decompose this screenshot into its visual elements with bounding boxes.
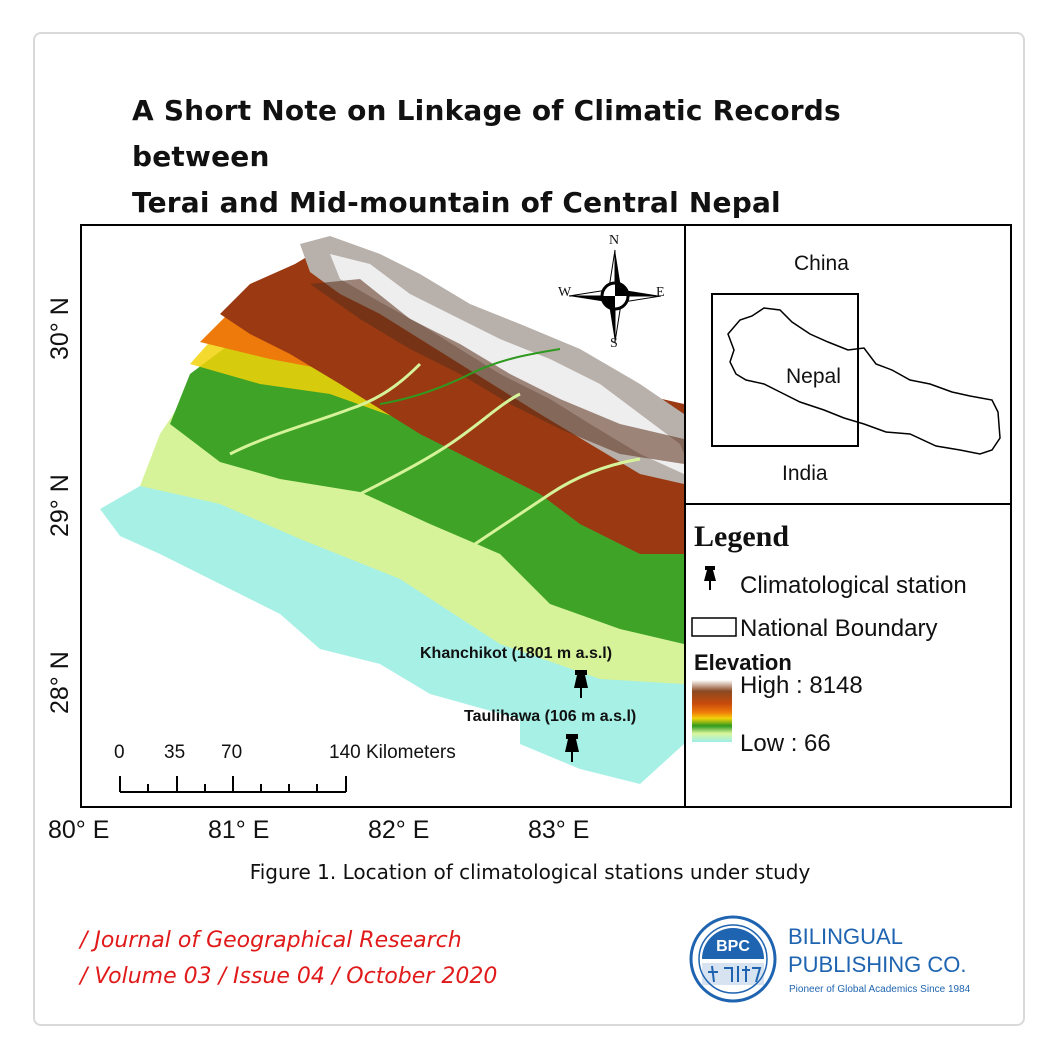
lon-label-80: 80° E <box>48 816 110 844</box>
inset-map <box>711 293 1001 455</box>
title-line-2: Terai and Mid-mountain of Central Nepal <box>132 186 781 219</box>
legend-elevation-ramp <box>692 680 732 742</box>
publisher-name-line-2: PUBLISHING CO. <box>788 952 967 977</box>
lat-label-30: 30° N <box>46 297 74 360</box>
inset-nepal-outline <box>727 307 1001 455</box>
lon-label-83: 83° E <box>528 816 590 844</box>
map-graphic <box>100 224 1012 808</box>
figure-caption: Figure 1. Location of climatological sta… <box>249 860 811 884</box>
station-label-khanchikot: Khanchikot (1801 m a.s.l) <box>420 645 613 662</box>
lat-label-29: 29° N <box>46 474 74 537</box>
compass-e: E <box>656 285 665 300</box>
scale-bar <box>119 776 347 793</box>
legend-elevation-title: Elevation <box>694 650 792 675</box>
compass-s: S <box>610 336 618 351</box>
compass-w: W <box>558 285 572 300</box>
station-label-taulihawa: Taulihawa (106 m a.s.l) <box>464 708 637 725</box>
scale-label-70: 70 <box>221 742 243 763</box>
inset-extent-box <box>711 293 859 447</box>
legend-boundary-text: National Boundary <box>740 615 938 642</box>
station-marker-taulihawa <box>565 734 579 762</box>
dark-ridge <box>310 279 684 464</box>
lon-label-82: 82° E <box>368 816 430 844</box>
legend-boundary-swatch <box>691 617 737 637</box>
river-2 <box>339 392 521 506</box>
terai-lowland <box>100 479 684 784</box>
inset-label-china: China <box>794 252 849 275</box>
river-3 <box>459 457 641 556</box>
article-title: A Short Note on Linkage of Climatic Reco… <box>132 88 972 226</box>
publisher-logo-icon: BPC <box>689 915 777 1003</box>
river-1 <box>229 362 422 456</box>
scale-label-140: 140 Kilometers <box>329 742 456 763</box>
legend-low-text: Low : 66 <box>740 730 831 757</box>
legend-station-text: Climatological station <box>740 572 967 599</box>
publisher-name-line-1: BILINGUAL <box>788 924 903 949</box>
scale-label-35: 35 <box>164 742 186 763</box>
journal-line-1: / Journal of Geographical Research <box>80 928 462 953</box>
legend-station-icon <box>704 566 716 590</box>
legend-title: Legend <box>694 520 790 553</box>
inset-label-nepal: Nepal <box>786 365 841 388</box>
lon-label-81: 81° E <box>208 816 270 844</box>
compass-n: N <box>609 233 620 248</box>
nepal-elevation-map <box>100 236 684 784</box>
scale-label-0: 0 <box>114 742 125 763</box>
north-arrow-compass <box>568 249 662 343</box>
journal-line-2: / Volume 03 / Issue 04 / October 2020 <box>80 964 498 989</box>
publisher-tagline: Pioneer of Global Academics Since 1984 <box>789 984 971 995</box>
lat-label-28: 28° N <box>46 651 74 714</box>
legend-high-text: High : 8148 <box>740 672 863 699</box>
river-4 <box>379 348 561 405</box>
high-mountain <box>220 249 684 554</box>
station-marker-khanchikot <box>574 670 588 698</box>
publisher-badge-text: BPC <box>716 938 750 955</box>
title-line-1: A Short Note on Linkage of Climatic Reco… <box>132 94 841 173</box>
inset-label-india: India <box>782 462 828 485</box>
